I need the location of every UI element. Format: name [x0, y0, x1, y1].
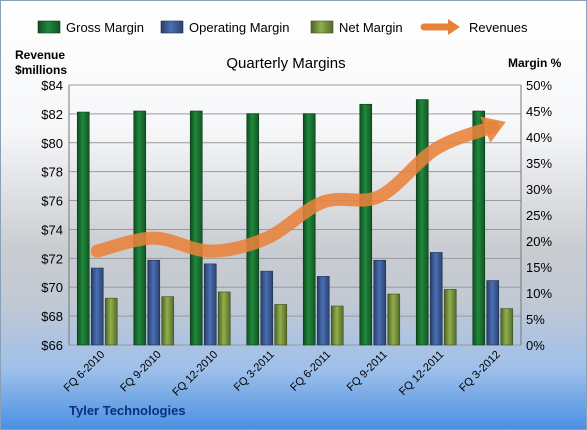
x-tick-label: FQ 3-2012	[457, 349, 503, 395]
x-tick-label: FQ 6-2011	[288, 349, 333, 394]
net-margin-bar	[274, 304, 288, 346]
x-tick-label: FQ 12-2010	[170, 349, 220, 399]
chart-title: Quarterly Margins	[226, 55, 345, 72]
right-tick-label: 50%	[526, 78, 552, 93]
x-tick-label: FQ 9-2010	[118, 349, 164, 395]
right-tick-label: 5%	[526, 312, 545, 327]
net-margin-bar	[387, 293, 401, 346]
legend: Gross Margin Operating Margin Net Margin Re…	[37, 19, 528, 35]
legend-label-revenues: Revenues	[469, 20, 528, 35]
x-tick-label: FQ 12-2011	[397, 349, 446, 398]
legend-swatch-operating-margin	[160, 20, 184, 34]
left-tick-label: $70	[41, 280, 63, 295]
x-tick-label: FQ 9-2011	[345, 349, 390, 394]
right-tick-label: 45%	[526, 104, 552, 119]
company-name: Tyler Technologies	[69, 403, 186, 418]
legend-label-gross-margin: Gross Margin	[66, 20, 144, 35]
left-tick-label: $84	[41, 78, 63, 93]
bars	[76, 99, 514, 346]
right-tick-label: 15%	[526, 260, 552, 275]
left-tick-label: $68	[41, 309, 63, 324]
right-tick-label: 35%	[526, 156, 552, 171]
operating-margin-bar	[316, 276, 330, 346]
operating-margin-bar	[147, 259, 161, 346]
operating-margin-bar	[373, 259, 387, 346]
operating-margin-bar	[429, 252, 443, 346]
gross-margin-bar	[246, 113, 260, 346]
gross-margin-bar	[302, 113, 316, 346]
gross-margin-bar	[76, 111, 90, 346]
left-axis-title-line2: $millions	[15, 63, 67, 77]
plot-area	[68, 84, 522, 346]
left-tick-label: $66	[41, 338, 63, 353]
legend-label-net-margin: Net Margin	[339, 20, 403, 35]
gross-margin-bar	[189, 110, 203, 346]
right-tick-label: 30%	[526, 182, 552, 197]
legend-swatch-net-margin	[310, 20, 334, 34]
right-axis-title: Margin %	[508, 56, 562, 70]
net-margin-bar	[217, 291, 231, 346]
gross-margin-bar	[133, 110, 147, 346]
operating-margin-bar	[260, 270, 274, 346]
net-margin-bar	[330, 305, 344, 346]
x-tick-label: FQ 6-2010	[62, 349, 108, 395]
gross-margin-bar	[415, 99, 429, 346]
left-tick-label: $78	[41, 165, 63, 180]
net-margin-bar	[500, 308, 514, 346]
gross-margin-bar	[472, 110, 486, 346]
left-tick-label: $72	[41, 251, 63, 266]
operating-margin-bar	[90, 267, 104, 346]
right-axis-ticks: 0% 5% 10% 15% 20% 25% 30% 35% 40% 45% 50%	[526, 78, 552, 353]
left-tick-label: $74	[41, 222, 63, 237]
right-tick-label: 40%	[526, 130, 552, 145]
operating-margin-bar	[486, 280, 500, 346]
legend-swatch-gross-margin	[37, 20, 61, 34]
x-axis-ticks: FQ 6-2010 FQ 9-2010 FQ 12-2010 FQ 3-2011 FQ …	[62, 349, 503, 399]
right-tick-label: 20%	[526, 234, 552, 249]
right-tick-label: 10%	[526, 286, 552, 301]
revenues-line-group	[90, 116, 506, 258]
left-axis-ticks: $66 $68 $70 $72 $74 $76 $78 $80 $82 $84	[41, 78, 63, 353]
revenues-arrowhead	[480, 116, 506, 143]
legend-arrow-revenues	[448, 19, 460, 35]
net-margin-bar	[443, 289, 457, 346]
left-axis-title-line1: Revenue	[15, 48, 65, 62]
operating-margin-bar	[203, 263, 217, 346]
x-tick-label: FQ 3-2011	[232, 349, 277, 394]
net-margin-bar	[161, 296, 175, 346]
gross-margin-bar	[359, 103, 373, 346]
left-tick-label: $76	[41, 194, 63, 209]
right-tick-label: 25%	[526, 208, 552, 223]
revenues-line	[90, 120, 500, 258]
left-tick-label: $82	[41, 107, 63, 122]
right-tick-label: 0%	[526, 338, 545, 353]
net-margin-bar	[104, 297, 118, 346]
legend-label-operating-margin: Operating Margin	[189, 20, 289, 35]
left-tick-label: $80	[41, 136, 63, 151]
